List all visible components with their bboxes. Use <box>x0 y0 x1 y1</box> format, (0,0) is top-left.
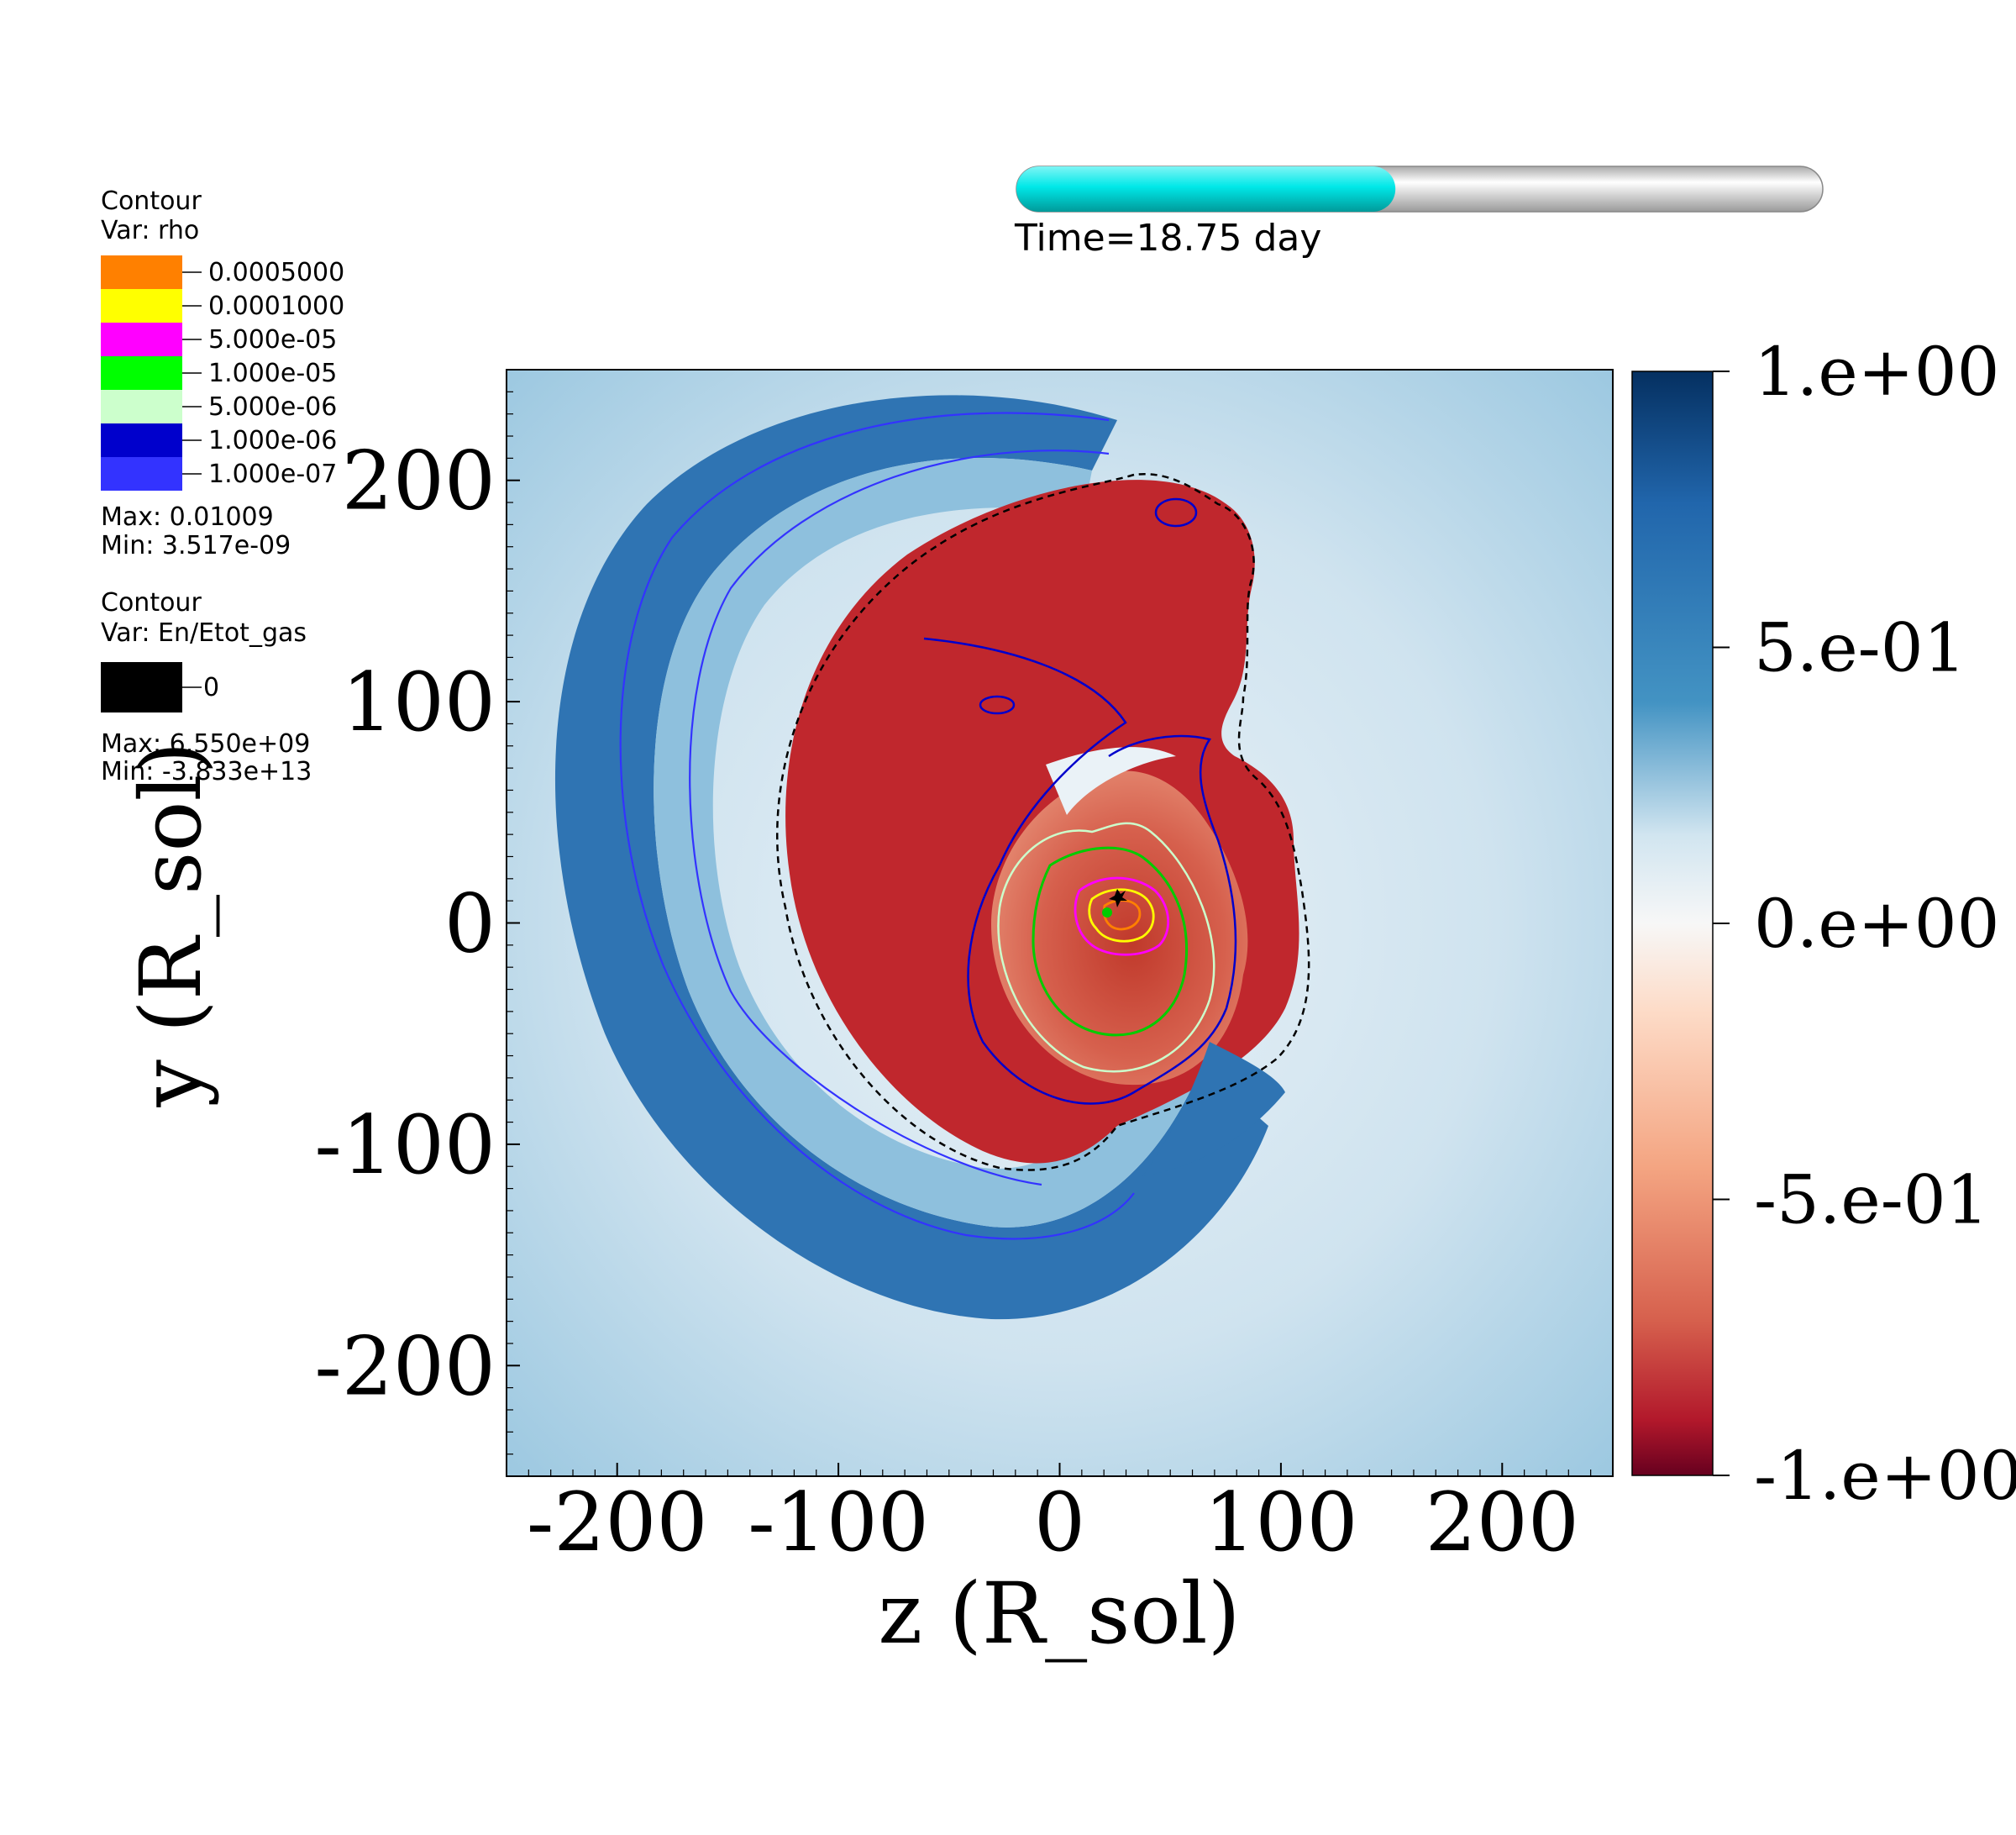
point-marker-black <box>1109 889 1127 907</box>
legend-max: Max: 6.550e+09 <box>101 729 310 759</box>
time-progress-bar: Time=18.75 day <box>1014 166 1824 260</box>
y-tick-label: 0 <box>444 877 496 971</box>
y-tick-label: 200 <box>342 434 496 528</box>
legend-level-label: 1.000e-06 <box>208 426 337 455</box>
legend-swatch <box>101 423 182 457</box>
legend-swatch <box>101 662 182 712</box>
legend-max: Max: 0.01009 <box>101 502 274 532</box>
legend-swatch <box>101 255 182 289</box>
x-axis: -200 -100 0 100 200 <box>506 1463 1614 1569</box>
colorbar-tick-label: 0.e+00 <box>1754 885 2000 963</box>
contour-rho-1e-06-blob-a <box>1154 497 1198 528</box>
contour-rho-5e-05 <box>1074 876 1170 956</box>
legend-swatch <box>101 390 182 423</box>
time-label: Time=18.75 day <box>1014 217 1321 260</box>
legend-level-label: 0.0005000 <box>208 258 344 287</box>
x-tick-label: -100 <box>748 1475 929 1569</box>
y-tick-label: 100 <box>342 655 496 749</box>
plot-area <box>507 370 1613 1476</box>
colorbar-tick-label: -1.e+00 <box>1754 1437 2016 1515</box>
colorbar-tick-label: 1.e+00 <box>1754 333 2000 411</box>
colorbar-tick-label: 5.e-01 <box>1754 609 1966 687</box>
legend-level-label: 1.000e-07 <box>208 460 337 489</box>
contour-rho-1e-07-inner <box>689 450 1110 1186</box>
time-bar-fill <box>1016 166 1396 212</box>
colorbar-tick-label: -5.e-01 <box>1754 1161 1989 1239</box>
contour-rho-1e-06 <box>923 637 1237 1105</box>
x-tick-label: -200 <box>527 1475 708 1569</box>
legend-title: Contour <box>101 588 202 618</box>
x-tick-label: 200 <box>1425 1475 1579 1569</box>
point-marker-green <box>1102 907 1112 918</box>
x-tick-label: 100 <box>1204 1475 1357 1569</box>
y-tick-label: -200 <box>314 1319 496 1413</box>
legend-var: Var: rho <box>101 216 199 245</box>
legend-var: Var: En/Etot_gas <box>101 618 307 648</box>
x-axis-label: z (R_sol) <box>878 1564 1240 1663</box>
y-axis-label: y (R_sol) <box>122 741 220 1107</box>
legend-min: Min: 3.517e-09 <box>101 531 291 560</box>
y-tick-label: -100 <box>314 1098 496 1192</box>
inner-blue-band <box>654 458 1201 1228</box>
contour-rho-5e-06 <box>997 822 1215 1073</box>
x-tick-label: 0 <box>1034 1475 1085 1569</box>
legend-level-label: 0.0001000 <box>208 292 344 321</box>
legend-swatch <box>101 289 182 323</box>
colorbar <box>1631 371 1714 1476</box>
legend-level-label: 5.000e-06 <box>208 392 337 422</box>
contour-rho-1e-04 <box>1088 888 1155 943</box>
colorbar-ticks: 1.e+00 5.e-01 0.e+00 -5.e-01 -1.e+00 <box>1713 333 2016 1515</box>
legend-swatch <box>101 457 182 491</box>
contour-rho-1e-05 <box>1032 846 1189 1037</box>
legend-level-label: 1.000e-05 <box>208 359 337 388</box>
legend-level-label: 0 <box>203 673 219 702</box>
legend-swatch <box>101 356 182 390</box>
legend-title: Contour <box>101 187 202 216</box>
y-axis: -200 -100 0 100 200 <box>314 369 520 1477</box>
white-gap-left <box>1046 747 1176 815</box>
contour-rho-1e-07-outer <box>619 412 1135 1240</box>
contour-rho-1e-06-blob-b <box>979 695 1016 715</box>
blue-arc-right <box>1142 1042 1285 1176</box>
legend-swatch <box>101 323 182 356</box>
outer-blue-shell <box>554 395 1268 1320</box>
contour-en-zero <box>776 472 1310 1171</box>
legend-level-label: 5.000e-05 <box>208 325 337 355</box>
legend-min: Min: -3.833e+13 <box>101 757 312 786</box>
